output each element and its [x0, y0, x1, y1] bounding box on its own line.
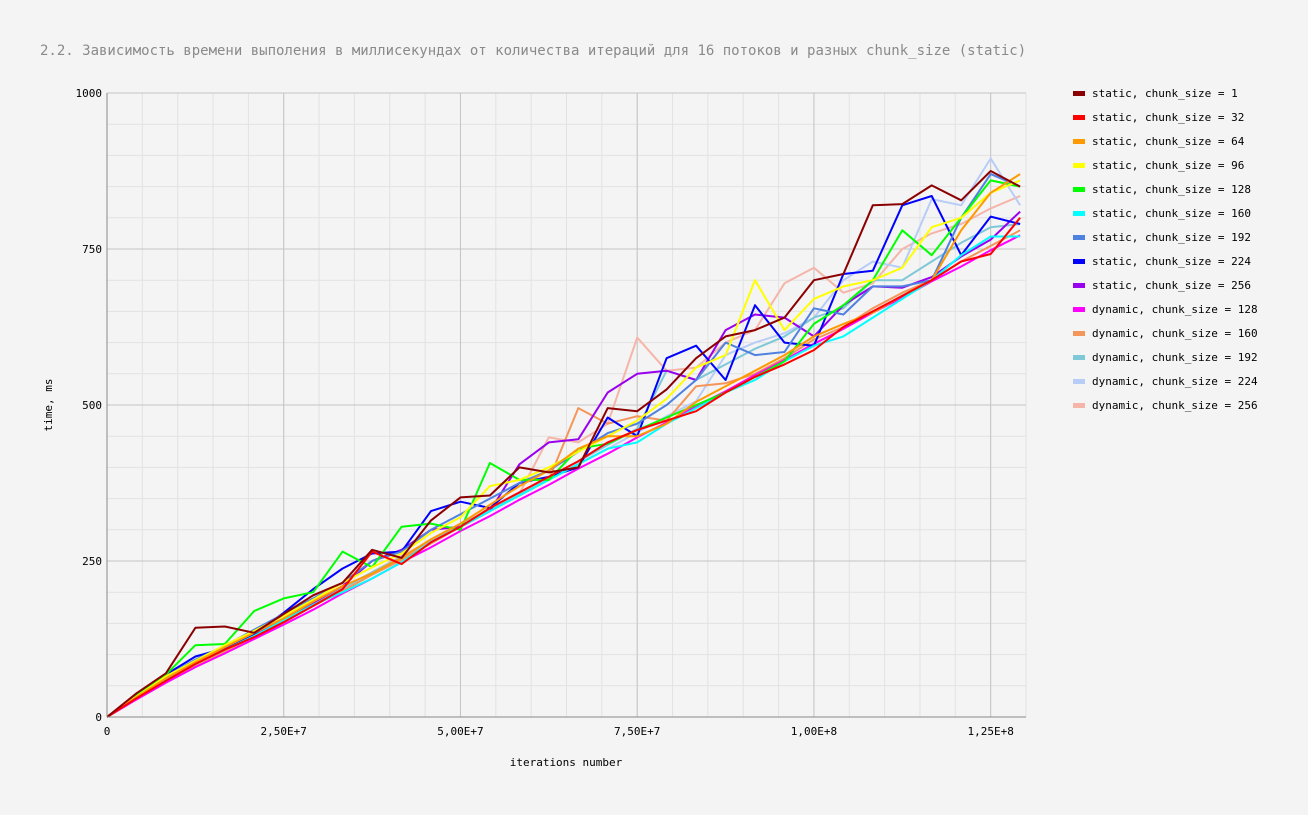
series-line — [106, 179, 1021, 718]
legend-swatch — [1073, 379, 1085, 384]
legend-label: static, chunk_size = 32 — [1092, 111, 1244, 124]
legend-label: static, chunk_size = 64 — [1092, 135, 1245, 148]
legend-swatch — [1073, 331, 1085, 336]
legend-swatch — [1073, 355, 1085, 360]
y-tick-label: 250 — [82, 555, 102, 568]
legend-swatch — [1073, 163, 1085, 168]
chart-title: 2.2. Зависимость времени выполения в мил… — [40, 43, 1026, 59]
series-lines — [106, 157, 1021, 718]
legend-swatch — [1073, 187, 1085, 192]
axes: 0 2,50E+7 5,00E+7 7,50E+7 1,00E+8 1,25E+8 0 250… — [76, 87, 1026, 738]
legend-swatch — [1073, 235, 1085, 240]
x-tick-label: 0 — [104, 725, 111, 738]
x-tick-label: 2,50E+7 — [261, 725, 307, 738]
legend-label: static, chunk_size = 96 — [1092, 159, 1244, 172]
y-tick-label: 750 — [82, 243, 102, 256]
legend-label: static, chunk_size = 224 — [1092, 255, 1251, 268]
legend-label: static, chunk_size = 128 — [1092, 183, 1251, 196]
legend-label: static, chunk_size = 1 — [1092, 87, 1238, 100]
legend-label: static, chunk_size = 160 — [1092, 207, 1251, 220]
y-tick-label: 500 — [82, 399, 102, 412]
legend-label: dynamic, chunk_size = 192 — [1092, 351, 1258, 364]
x-tick-label: 1,00E+8 — [791, 725, 837, 738]
legend-label: dynamic, chunk_size = 224 — [1092, 375, 1258, 388]
grid — [106, 92, 1027, 718]
legend-swatch — [1073, 403, 1085, 408]
x-axis-label: iterations number — [510, 756, 623, 769]
series-line — [106, 170, 1021, 718]
legend-label: static, chunk_size = 192 — [1092, 231, 1251, 244]
legend-swatch — [1073, 91, 1085, 96]
legend-label: dynamic, chunk_size = 160 — [1092, 327, 1258, 340]
x-tick-label: 5,00E+7 — [437, 725, 483, 738]
y-tick-label: 0 — [95, 711, 102, 724]
x-tick-label: 1,25E+8 — [967, 725, 1013, 738]
legend-label: static, chunk_size = 256 — [1092, 279, 1251, 292]
legend-label: dynamic, chunk_size = 128 — [1092, 303, 1258, 316]
legend-swatch — [1073, 115, 1085, 120]
legend: static, chunk_size = 1 static, chunk_size… — [1073, 87, 1258, 412]
legend-swatch — [1073, 283, 1085, 288]
legend-swatch — [1073, 307, 1085, 312]
x-tick-label: 7,50E+7 — [614, 725, 660, 738]
y-tick-label: 1000 — [76, 87, 103, 100]
series-line — [106, 173, 1021, 718]
legend-label: dynamic, chunk_size = 256 — [1092, 399, 1258, 412]
y-axis-label: time, ms — [42, 379, 55, 432]
legend-swatch — [1073, 211, 1085, 216]
legend-swatch — [1073, 259, 1085, 264]
legend-swatch — [1073, 139, 1085, 144]
series-line — [106, 235, 1021, 718]
